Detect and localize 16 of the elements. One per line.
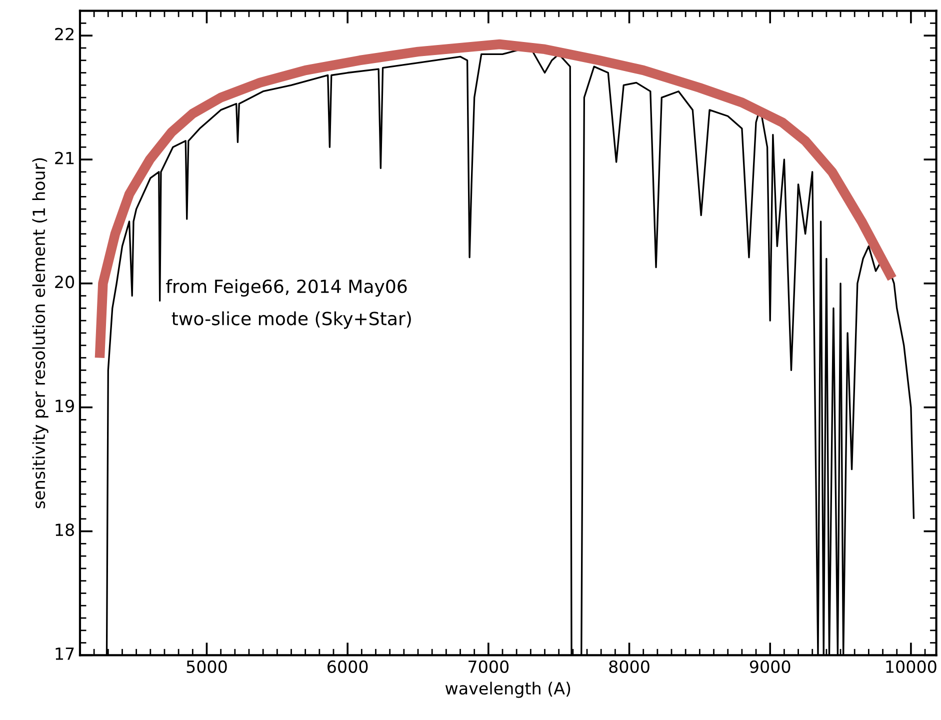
y-tick-label: 17: [56, 648, 74, 660]
x-tick-label: 5000: [186, 660, 227, 673]
y-tick-label: 20: [55, 276, 74, 288]
y-axis-title: sensitivity per resolution element (1 hour): [32, 158, 48, 508]
x-tick-label: 10000: [886, 660, 936, 673]
y-tick-label: 19: [56, 400, 74, 412]
y-tick-label: 22: [55, 28, 74, 40]
x-axis-title: wavelength (A): [445, 682, 570, 698]
annotation: from Feige66, 2014 May06: [166, 279, 407, 297]
y-tick-label: 21: [55, 152, 74, 164]
annotation: two-slice mode (Sky+Star): [172, 311, 411, 329]
x-tick-label: 9000: [750, 660, 790, 673]
y-tick-label: 18: [56, 524, 74, 536]
x-tick-label: 7000: [468, 660, 509, 673]
x-tick-label: 8000: [609, 660, 650, 673]
x-tick-label: 6000: [328, 660, 368, 673]
